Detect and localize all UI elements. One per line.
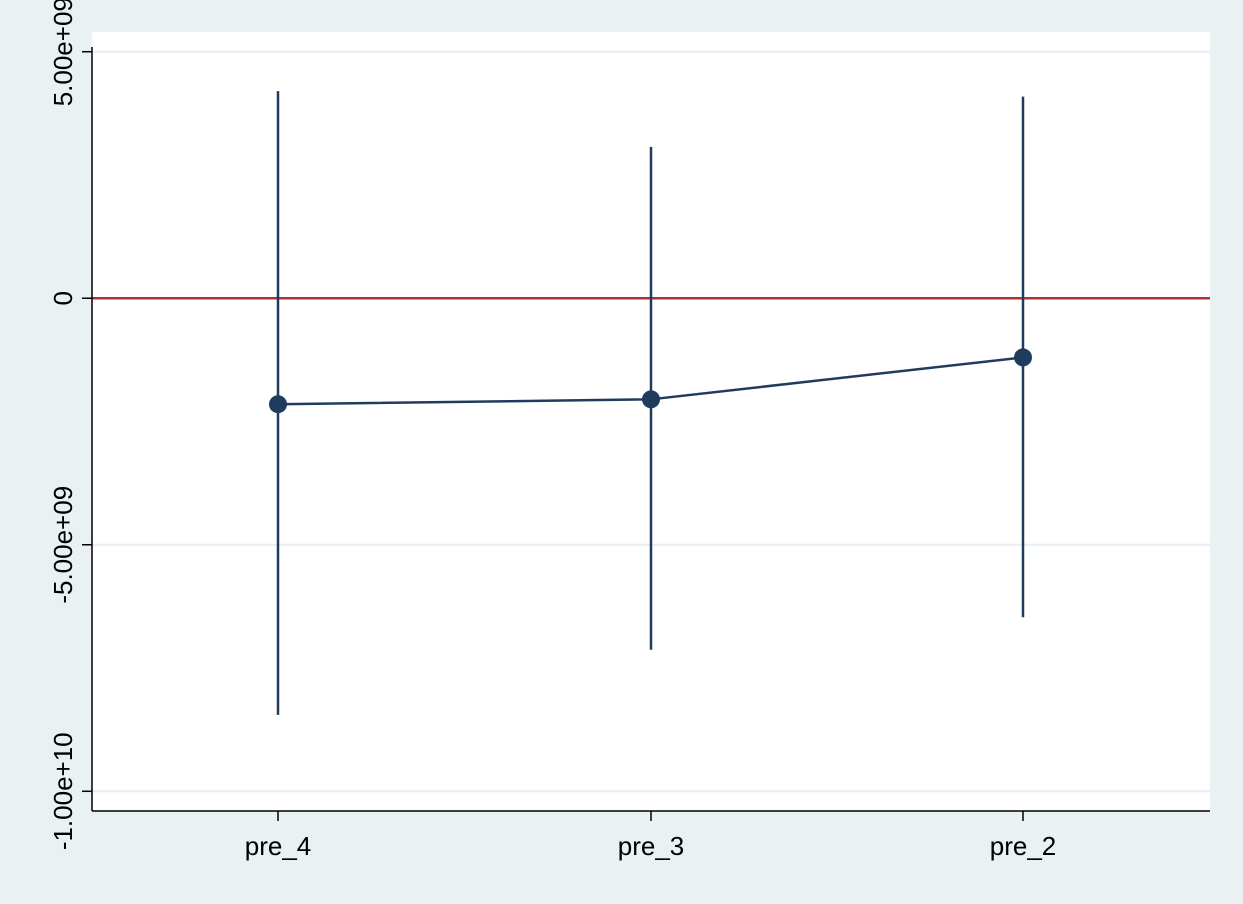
- x-tick-label-pre_2: pre_2: [990, 831, 1057, 861]
- point-pre_2: [1014, 348, 1032, 367]
- tick-labels: 5.00e+09 0 -5.00e+09 -1.00e+10 pre_4 pre_3 pre…: [48, 0, 1056, 861]
- x-tick-label-pre_3: pre_3: [618, 831, 685, 861]
- axes: [82, 47, 1210, 821]
- y-tick-label-1: 0: [48, 291, 78, 305]
- data-points: [269, 348, 1032, 414]
- y-tick-label-0: 5.00e+09: [48, 0, 78, 106]
- point-pre_3: [642, 390, 660, 409]
- x-tick-label-pre_4: pre_4: [245, 831, 312, 861]
- y-tick-label-2: -5.00e+09: [48, 486, 78, 604]
- point-pre_4: [269, 395, 287, 414]
- y-tick-label-3: -1.00e+10: [48, 732, 78, 850]
